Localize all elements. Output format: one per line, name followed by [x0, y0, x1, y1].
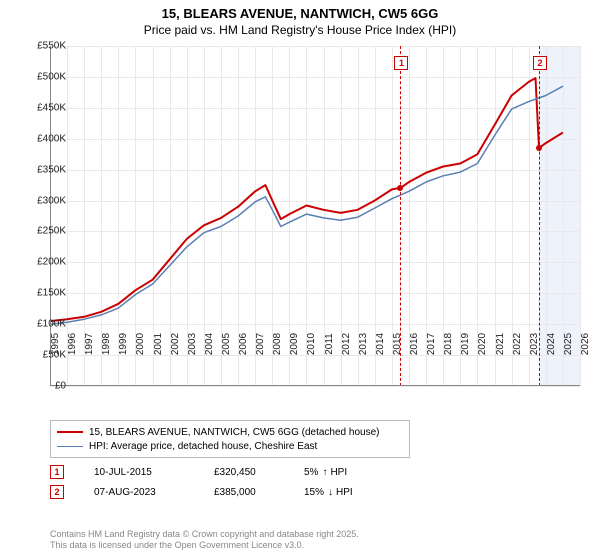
- x-tick-label: 2014: [375, 333, 386, 355]
- x-tick-label: 2018: [443, 333, 454, 355]
- x-tick-label: 2004: [204, 333, 215, 355]
- x-tick-label: 1996: [67, 333, 78, 355]
- y-tick-label: £0: [55, 381, 66, 392]
- sale-row: 2 07-AUG-2023 £385,000 15% HPI: [50, 482, 404, 502]
- x-tick-label: 2006: [238, 333, 249, 355]
- legend-item: HPI: Average price, detached house, Ches…: [57, 439, 403, 453]
- sale-date: 10-JUL-2015: [94, 467, 214, 478]
- x-tick-label: 2025: [563, 333, 574, 355]
- x-tick-label: 2002: [170, 333, 181, 355]
- sale-marker-icon: 2: [50, 485, 64, 499]
- y-tick-label: £500K: [37, 71, 66, 82]
- x-tick-label: 2022: [512, 333, 523, 355]
- footer-line: Contains HM Land Registry data © Crown c…: [50, 529, 359, 541]
- x-tick-label: 1999: [118, 333, 129, 355]
- chart-subtitle: Price paid vs. HM Land Registry's House …: [0, 23, 600, 39]
- y-tick-label: £350K: [37, 164, 66, 175]
- x-tick-label: 2023: [529, 333, 540, 355]
- chart-container: { "title": { "line1": "15, BLEARS AVENUE…: [0, 0, 600, 560]
- sale-date: 07-AUG-2023: [94, 487, 214, 498]
- arrow-down-icon: [328, 487, 336, 498]
- x-tick-label: 1998: [101, 333, 112, 355]
- x-tick-label: 2015: [392, 333, 403, 355]
- sale-delta-suffix: HPI: [330, 467, 347, 478]
- sale-row: 1 10-JUL-2015 £320,450 5% HPI: [50, 462, 404, 482]
- legend-item: 15, BLEARS AVENUE, NANTWICH, CW5 6GG (de…: [57, 425, 403, 439]
- sale-price: £385,000: [214, 487, 304, 498]
- chart-title: 15, BLEARS AVENUE, NANTWICH, CW5 6GG: [0, 0, 600, 23]
- y-tick-label: £300K: [37, 195, 66, 206]
- y-tick-label: £150K: [37, 288, 66, 299]
- x-tick-label: 2011: [324, 333, 335, 355]
- x-tick-label: 2012: [341, 333, 352, 355]
- x-tick-label: 2003: [187, 333, 198, 355]
- legend: 15, BLEARS AVENUE, NANTWICH, CW5 6GG (de…: [50, 420, 410, 458]
- x-tick-label: 2013: [358, 333, 369, 355]
- x-tick-label: 2001: [153, 333, 164, 355]
- sale-delta: 15% HPI: [304, 487, 404, 498]
- x-tick-label: 1995: [50, 333, 61, 355]
- y-tick-label: £100K: [37, 319, 66, 330]
- y-tick-label: £200K: [37, 257, 66, 268]
- legend-label: HPI: Average price, detached house, Ches…: [89, 441, 317, 452]
- x-tick-label: 2016: [409, 333, 420, 355]
- sale-price: £320,450: [214, 467, 304, 478]
- footer-line: This data is licensed under the Open Gov…: [50, 540, 359, 552]
- sale-delta-value: 5%: [304, 467, 318, 478]
- x-tick-label: 2007: [255, 333, 266, 355]
- sale-delta-suffix: HPI: [336, 487, 353, 498]
- legend-swatch: [57, 431, 83, 433]
- x-tick-label: 2008: [272, 333, 283, 355]
- y-tick-label: £450K: [37, 102, 66, 113]
- x-tick-label: 2000: [135, 333, 146, 355]
- x-tick-label: 2026: [580, 333, 591, 355]
- y-tick-label: £250K: [37, 226, 66, 237]
- y-tick-label: £550K: [37, 41, 66, 52]
- x-tick-label: 2010: [306, 333, 317, 355]
- sale-delta: 5% HPI: [304, 467, 404, 478]
- x-tick-label: 1997: [84, 333, 95, 355]
- x-tick-label: 2024: [546, 333, 557, 355]
- x-tick-label: 2020: [477, 333, 488, 355]
- footer-attribution: Contains HM Land Registry data © Crown c…: [50, 529, 359, 552]
- arrow-up-icon: [322, 467, 330, 478]
- sale-marker-icon: 1: [50, 465, 64, 479]
- x-tick-label: 2005: [221, 333, 232, 355]
- sale-delta-value: 15%: [304, 487, 324, 498]
- sales-table: 1 10-JUL-2015 £320,450 5% HPI 2 07-AUG-2…: [50, 462, 404, 502]
- legend-swatch: [57, 446, 83, 447]
- x-tick-label: 2021: [495, 333, 506, 355]
- y-tick-label: £400K: [37, 133, 66, 144]
- x-tick-label: 2019: [460, 333, 471, 355]
- x-tick-label: 2017: [426, 333, 437, 355]
- x-tick-label: 2009: [289, 333, 300, 355]
- legend-label: 15, BLEARS AVENUE, NANTWICH, CW5 6GG (de…: [89, 427, 379, 438]
